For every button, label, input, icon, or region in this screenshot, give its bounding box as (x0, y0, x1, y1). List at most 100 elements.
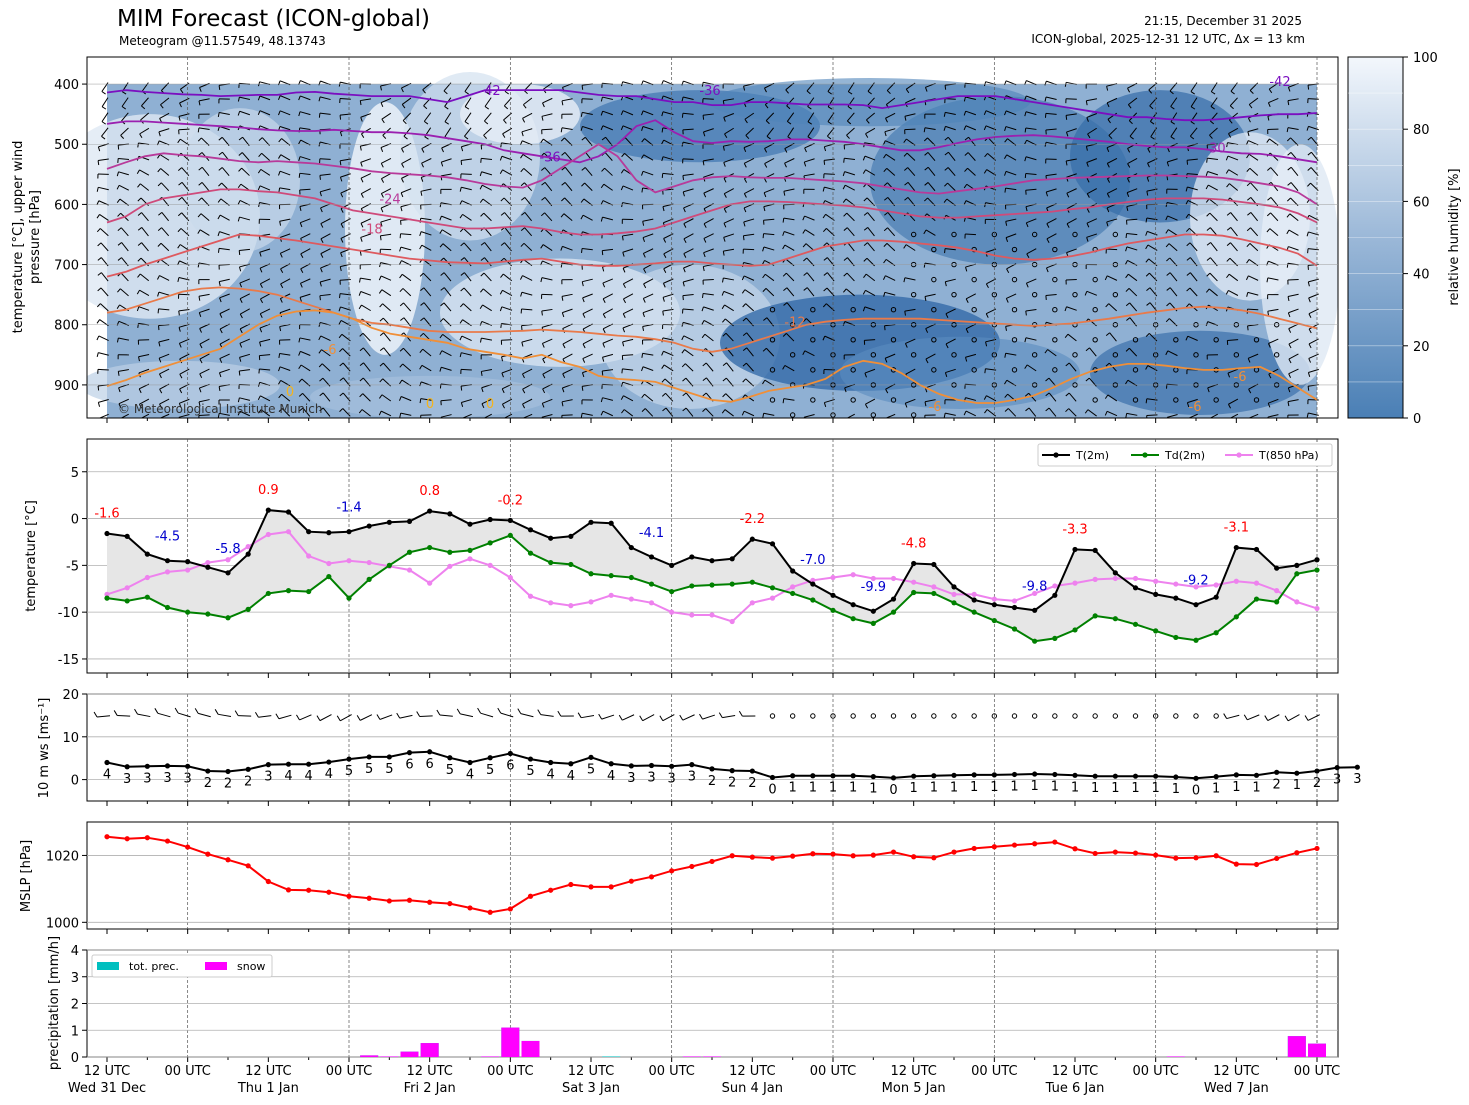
wind-barb-feather (1004, 393, 1008, 398)
mslp-point (951, 849, 957, 855)
wind-barb-feather (862, 306, 866, 312)
wind-barb (239, 293, 250, 300)
wind-barb (383, 332, 391, 342)
wind-value-label: 1 (829, 781, 837, 796)
wind-barb-feather (924, 87, 928, 92)
wind-barb (805, 243, 815, 252)
wind-barb-feather (1247, 358, 1251, 363)
wind-barb-feather (338, 320, 342, 325)
wind-barb (1250, 182, 1259, 192)
wind-barb (766, 347, 775, 357)
wind-barb (806, 272, 815, 282)
wind-barb-feather (848, 91, 853, 95)
wind-barb-feather (743, 147, 747, 152)
wind-barb-feather (1127, 104, 1132, 109)
surface-wind-barb (1287, 714, 1300, 722)
wind-barb (1288, 338, 1299, 345)
wind-point (1153, 773, 1159, 779)
calm-circle (971, 337, 977, 343)
wind-barb-feather (339, 408, 344, 412)
wind-barb (101, 127, 109, 137)
wind-barb-feather (116, 185, 120, 190)
wind-barb-feather (1024, 139, 1028, 145)
mslp-point (1132, 850, 1139, 856)
calm-circle (890, 337, 897, 343)
wind-barb (402, 112, 412, 121)
wind-barb-feather (459, 319, 463, 324)
wind-barb (482, 288, 492, 297)
extreme-label: -1.6 (94, 507, 119, 522)
wind-barb (160, 97, 170, 106)
wind-barb (786, 333, 795, 342)
wind-barb (121, 97, 129, 107)
wind-barb (463, 242, 472, 252)
wind-barb-feather (1205, 288, 1210, 293)
wind-barb-feather (278, 366, 281, 372)
wind-barb-feather (340, 192, 344, 198)
wind-barb-feather (299, 407, 304, 412)
wind-barb-feather (1206, 257, 1211, 261)
wind-barb (523, 242, 533, 252)
wind-barb (1248, 153, 1259, 161)
wind-barb-feather (484, 120, 489, 125)
wind-barb (703, 188, 714, 194)
wind-barb (743, 275, 755, 281)
calm-circle (1052, 337, 1058, 343)
x-tick-label: 00 UTC (810, 1064, 856, 1079)
wind-barb (907, 167, 916, 177)
series-point (1314, 605, 1320, 612)
wind-barb-feather (641, 126, 644, 131)
wind-barb-feather (641, 171, 644, 176)
wind-barb-feather (360, 237, 363, 242)
wind-barb (158, 128, 170, 133)
wind-barb-feather (1065, 408, 1070, 413)
wind-barb-feather (358, 291, 362, 296)
wind-barb (524, 212, 533, 222)
isotherm-line (106, 143, 1318, 206)
wind-barb (582, 338, 593, 345)
wind-barb-feather (399, 379, 403, 385)
wind-barb (423, 302, 432, 312)
wind-barb (100, 272, 109, 282)
wind-barb-feather (217, 126, 220, 131)
wind-barb (1170, 97, 1178, 107)
series-point (225, 570, 231, 576)
wind-barb (603, 308, 613, 315)
wind-value-label: 0 (889, 783, 897, 798)
wind-barb (965, 293, 976, 300)
wind-barb-feather (743, 163, 747, 168)
calm-circle (971, 367, 977, 373)
series-point (1233, 578, 1239, 584)
wind-barb (682, 308, 694, 311)
wind-barb-feather (885, 419, 887, 423)
wind-barb (362, 332, 371, 342)
series-point (628, 596, 634, 602)
wind-barb-feather (581, 85, 584, 90)
surface-wind-feather (316, 715, 321, 721)
wind-barb (622, 125, 634, 131)
wind-barb-feather (460, 287, 465, 292)
surface-wind-feather (1264, 715, 1269, 721)
wind-barb-feather (319, 295, 321, 301)
y-tick-label: 800 (54, 319, 79, 334)
surface-wind-barb (682, 714, 695, 721)
wind-barb-feather (883, 227, 888, 232)
wind-barb-feather (621, 153, 625, 158)
wind-barb (442, 333, 452, 342)
wind-barb (239, 216, 251, 221)
wind-barb-feather (1025, 310, 1027, 316)
wind-barb-feather (963, 110, 967, 116)
wind-barb-feather (823, 146, 827, 152)
wind-barb-feather (1004, 188, 1007, 193)
y-axis-label: precipitation [mm/h] (47, 936, 62, 1070)
legend-label: Td(2m) (1164, 449, 1205, 462)
wind-barb-feather (460, 146, 464, 152)
series-point (1032, 638, 1038, 644)
wind-barb-feather (622, 283, 626, 289)
wind-barb (744, 112, 755, 120)
series-point (245, 544, 251, 550)
wind-barb-feather (440, 161, 444, 167)
y-tick-label: 2 (71, 998, 79, 1013)
wind-barb-feather (682, 377, 687, 382)
wind-barb-feather (1024, 337, 1027, 343)
